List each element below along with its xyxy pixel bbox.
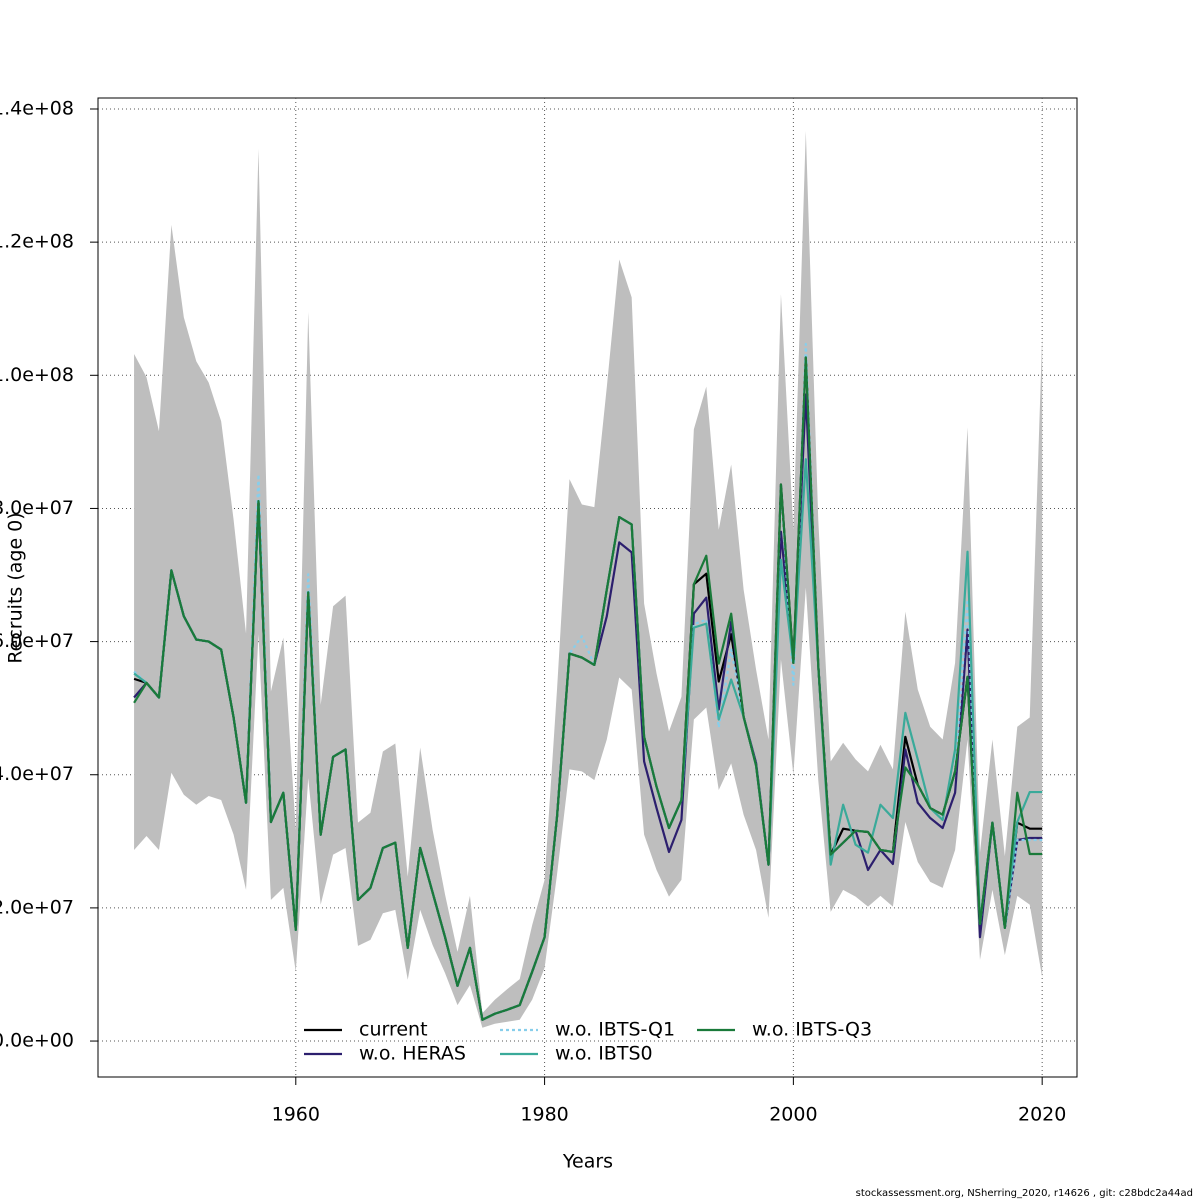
- footer: stockassessment.org, NSherring_2020, r14…: [856, 1188, 1193, 1199]
- legend-label: w.o. IBTS-Q1: [555, 1019, 675, 1041]
- series-line: [133, 356, 1043, 1021]
- y-axis-label: Recruits (age 0): [5, 512, 27, 663]
- x-tick-label: 2020: [1018, 1104, 1066, 1126]
- x-tick-label: 1960: [272, 1104, 320, 1126]
- y-tick-label: 1.4e+08: [0, 97, 74, 119]
- legend-label: current: [359, 1019, 428, 1041]
- y-tick-label: 1.2e+08: [0, 231, 74, 253]
- x-tick-label: 1980: [520, 1104, 568, 1126]
- y-tick-label: 2.0e+07: [0, 896, 74, 918]
- confidence-band: [134, 130, 1043, 1028]
- y-tick-label: 0.0e+00: [0, 1030, 74, 1052]
- y-tick-label: 6.0e+07: [0, 630, 74, 652]
- x-axis-label: Years: [562, 1151, 613, 1173]
- legend-label: w.o. IBTS-Q3: [752, 1019, 872, 1041]
- y-tick-label: 4.0e+07: [0, 763, 74, 785]
- legend-label: w.o. IBTS0: [555, 1043, 653, 1065]
- plot-area: [133, 130, 1043, 1028]
- y-tick-label: 8.0e+07: [0, 497, 74, 519]
- plot-frame: [97, 97, 1078, 1078]
- y-tick-label: 1.0e+08: [0, 364, 74, 386]
- legend-label: w.o. HERAS: [359, 1043, 466, 1065]
- x-tick-label: 2000: [769, 1104, 817, 1126]
